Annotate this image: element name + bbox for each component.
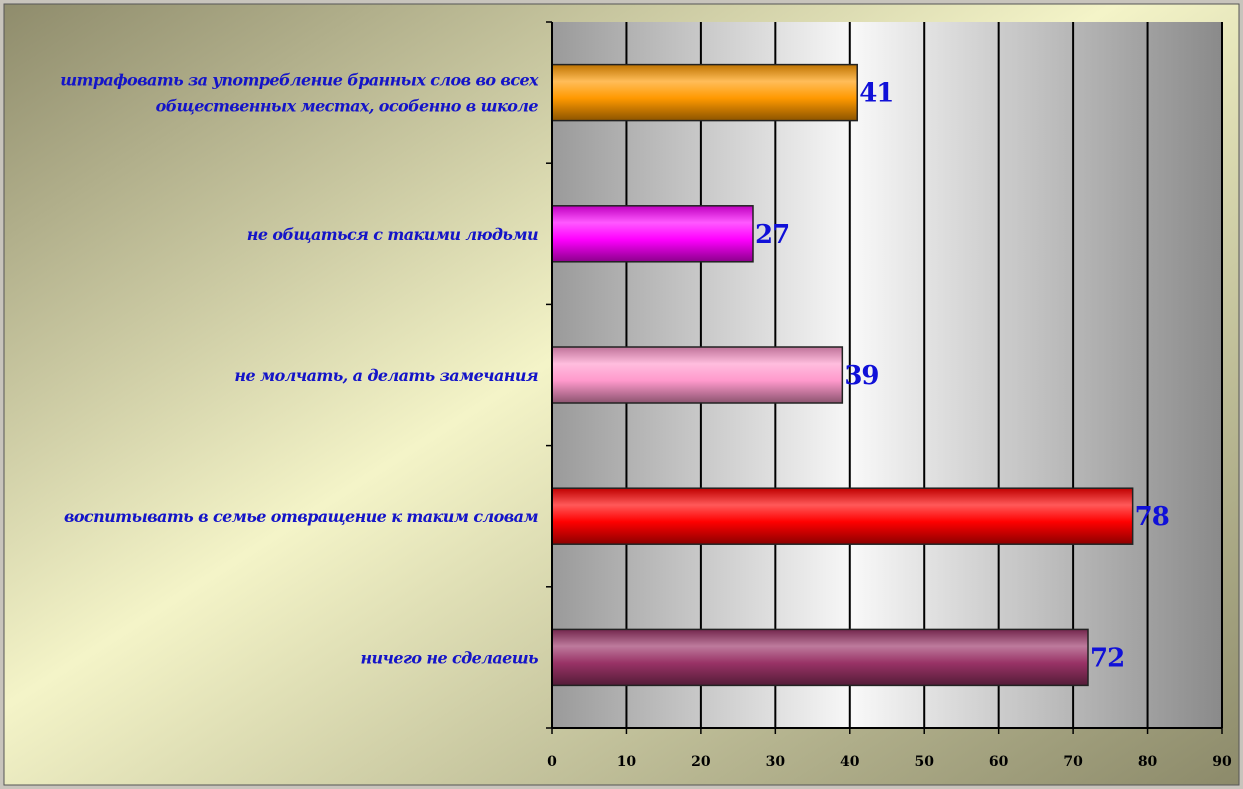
category-label: не общаться с такими людьми	[247, 225, 538, 244]
x-tick-label: 20	[691, 754, 711, 770]
x-tick-label: 70	[1063, 754, 1083, 770]
x-tick-label: 50	[914, 754, 934, 770]
bar	[552, 488, 1133, 544]
x-tick-label: 30	[766, 754, 786, 770]
x-tick-label: 0	[547, 754, 557, 770]
bar	[552, 65, 857, 121]
data-label: 39	[844, 361, 878, 391]
category-label: общественных местах, особенно в школе	[156, 97, 539, 116]
category-label: ничего не сделаешь	[360, 648, 538, 667]
data-label: 72	[1090, 643, 1124, 673]
x-tick-label: 80	[1138, 754, 1158, 770]
category-label: штрафовать за употребление бранных слов …	[60, 71, 539, 90]
bar	[552, 347, 842, 403]
x-tick-label: 10	[617, 754, 637, 770]
bar	[552, 206, 753, 262]
x-tick-label: 60	[989, 754, 1009, 770]
category-label: не молчать, а делать замечания	[234, 366, 538, 385]
category-label: воспитывать в семье отвращение к таким с…	[64, 507, 538, 526]
data-label: 27	[755, 220, 789, 250]
x-tick-label: 40	[840, 754, 860, 770]
x-tick-label: 90	[1212, 754, 1232, 770]
data-label: 78	[1135, 502, 1169, 532]
bar	[552, 629, 1088, 685]
data-label: 41	[859, 79, 893, 109]
